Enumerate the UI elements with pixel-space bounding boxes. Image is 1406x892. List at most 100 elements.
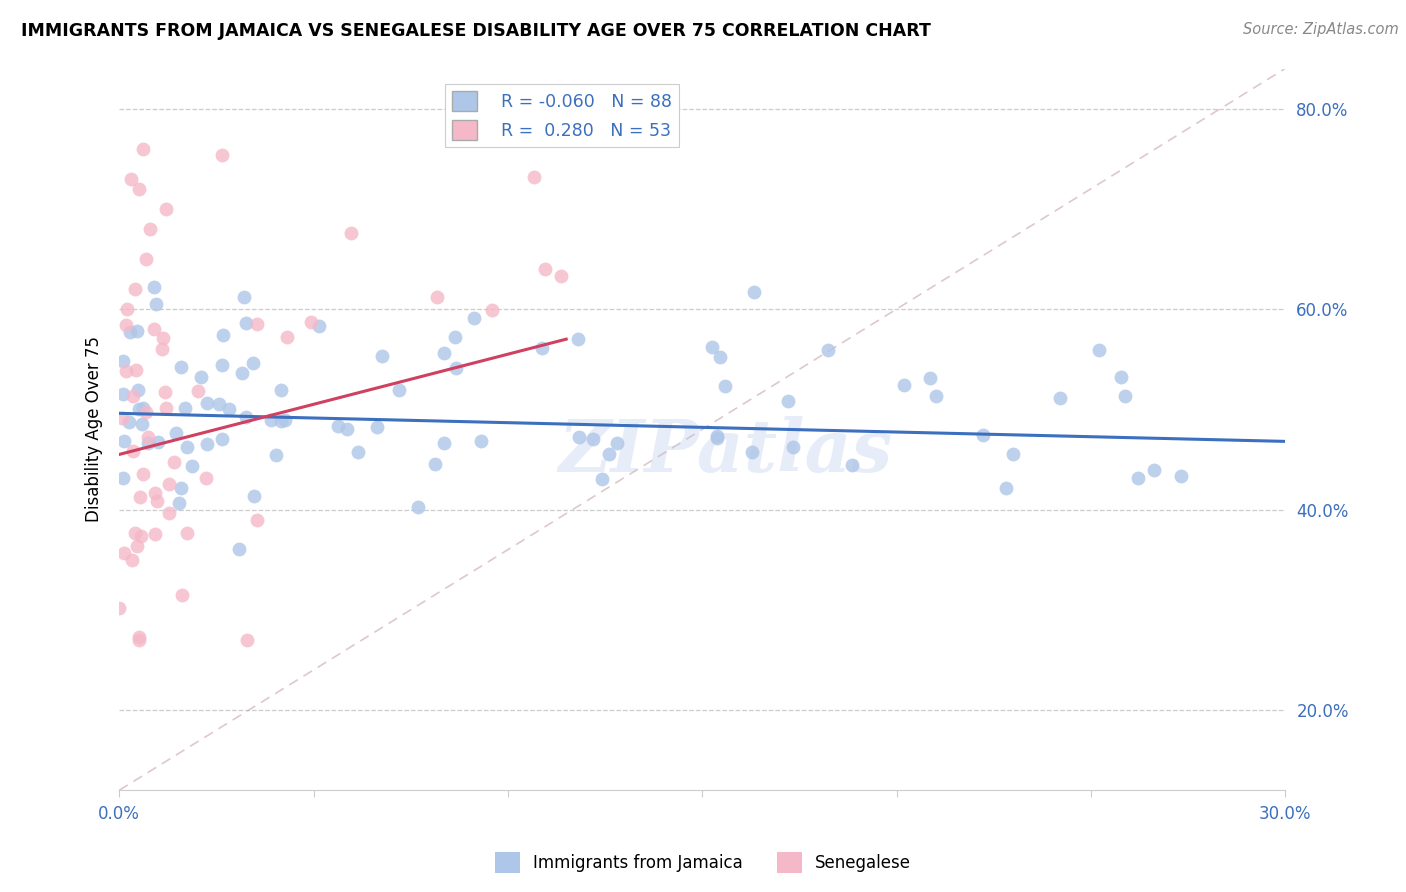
Point bbox=[127, 324, 149, 338]
Point bbox=[135, 405, 157, 419]
Point bbox=[231, 366, 253, 380]
Point bbox=[125, 363, 148, 377]
Point bbox=[276, 329, 298, 343]
Point bbox=[1109, 370, 1132, 384]
Point bbox=[235, 316, 257, 330]
Point bbox=[142, 280, 165, 294]
Point bbox=[568, 430, 591, 444]
Point bbox=[163, 455, 186, 469]
Point bbox=[550, 269, 572, 284]
Point bbox=[260, 413, 283, 427]
Point bbox=[169, 359, 191, 374]
Point bbox=[481, 303, 503, 318]
Point bbox=[592, 472, 614, 486]
Point bbox=[120, 325, 142, 339]
Point bbox=[270, 414, 292, 428]
Point bbox=[425, 457, 447, 471]
Point bbox=[127, 384, 149, 398]
Point bbox=[714, 379, 737, 393]
Point bbox=[347, 445, 370, 459]
Point bbox=[893, 378, 915, 392]
Point bbox=[120, 171, 142, 186]
Point bbox=[157, 476, 180, 491]
Point bbox=[444, 329, 467, 343]
Point bbox=[143, 485, 166, 500]
Point bbox=[233, 290, 256, 304]
Point bbox=[1170, 469, 1192, 483]
Point bbox=[1143, 463, 1166, 477]
Point bbox=[170, 588, 193, 602]
Point bbox=[169, 481, 191, 495]
Point bbox=[131, 417, 153, 431]
Point bbox=[218, 402, 240, 417]
Point bbox=[118, 415, 141, 429]
Point bbox=[132, 467, 155, 482]
Point bbox=[606, 436, 628, 450]
Point bbox=[433, 435, 456, 450]
Point bbox=[174, 401, 197, 415]
Point bbox=[433, 346, 456, 360]
Point bbox=[925, 389, 948, 403]
Point bbox=[582, 432, 605, 446]
Point bbox=[155, 202, 177, 216]
Point bbox=[531, 341, 554, 355]
Point bbox=[112, 471, 135, 485]
Point bbox=[235, 632, 257, 647]
Point bbox=[208, 396, 231, 410]
Point bbox=[132, 401, 155, 416]
Point bbox=[211, 358, 233, 372]
Point bbox=[111, 411, 134, 425]
Point bbox=[129, 490, 152, 504]
Point bbox=[145, 297, 167, 311]
Point bbox=[153, 384, 176, 399]
Point bbox=[336, 421, 359, 435]
Point bbox=[742, 285, 765, 300]
Point bbox=[124, 525, 146, 540]
Point bbox=[114, 318, 136, 332]
Point bbox=[108, 600, 131, 615]
Point bbox=[121, 389, 143, 403]
Point bbox=[246, 513, 269, 527]
Point bbox=[112, 546, 135, 560]
Point bbox=[197, 396, 219, 410]
Point bbox=[598, 448, 620, 462]
Point bbox=[339, 227, 361, 241]
Point bbox=[523, 170, 546, 185]
Point bbox=[426, 290, 449, 304]
Point bbox=[817, 343, 839, 357]
Text: ZIPatlas: ZIPatlas bbox=[558, 416, 893, 486]
Point bbox=[1114, 389, 1136, 403]
Point bbox=[143, 322, 166, 336]
Point bbox=[242, 489, 264, 503]
Point bbox=[135, 252, 157, 266]
Point bbox=[706, 432, 728, 446]
Point bbox=[444, 361, 467, 376]
Point bbox=[242, 356, 264, 370]
Point bbox=[778, 394, 800, 409]
Point bbox=[995, 481, 1018, 495]
Point bbox=[152, 331, 174, 345]
Point bbox=[128, 632, 150, 647]
Point bbox=[112, 387, 135, 401]
Legend:   R = -0.060   N = 88,   R =  0.280   N = 53: R = -0.060 N = 88, R = 0.280 N = 53 bbox=[446, 85, 679, 147]
Legend: Immigrants from Jamaica, Senegalese: Immigrants from Jamaica, Senegalese bbox=[488, 846, 918, 880]
Point bbox=[534, 261, 557, 276]
Point bbox=[388, 383, 411, 397]
Point bbox=[1126, 470, 1149, 484]
Point bbox=[235, 409, 257, 424]
Y-axis label: Disability Age Over 75: Disability Age Over 75 bbox=[86, 336, 103, 523]
Point bbox=[176, 441, 198, 455]
Point bbox=[125, 539, 148, 553]
Point bbox=[918, 371, 941, 385]
Point bbox=[121, 553, 143, 567]
Text: IMMIGRANTS FROM JAMAICA VS SENEGALESE DISABILITY AGE OVER 75 CORRELATION CHART: IMMIGRANTS FROM JAMAICA VS SENEGALESE DI… bbox=[21, 22, 931, 40]
Point bbox=[112, 353, 135, 368]
Point bbox=[150, 342, 173, 356]
Point bbox=[212, 328, 235, 343]
Point bbox=[567, 332, 589, 346]
Point bbox=[146, 434, 169, 449]
Point bbox=[408, 500, 430, 514]
Point bbox=[122, 444, 145, 458]
Point bbox=[129, 529, 152, 543]
Point bbox=[709, 350, 731, 364]
